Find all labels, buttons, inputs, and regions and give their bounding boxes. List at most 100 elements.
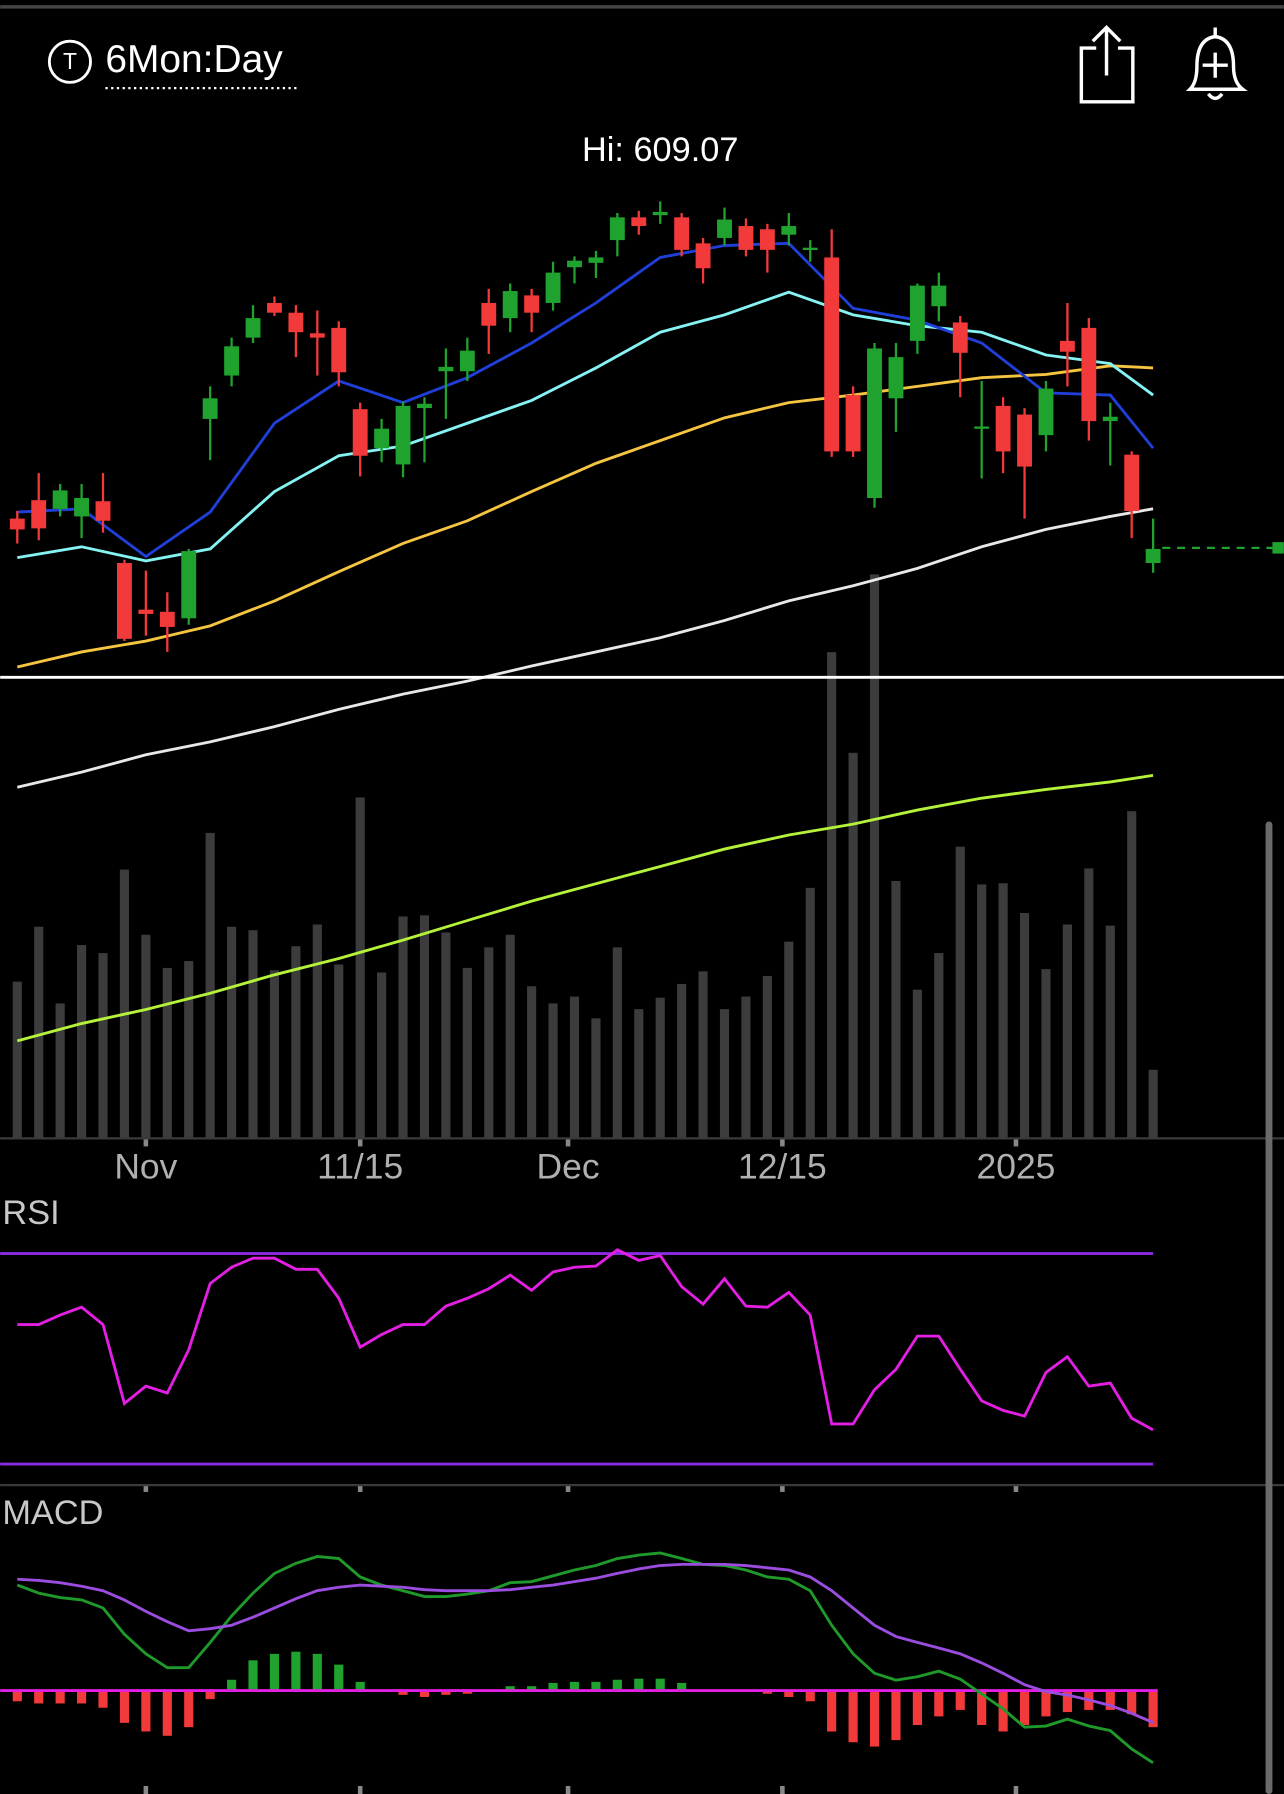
candle-body bbox=[395, 405, 411, 465]
candle-body bbox=[74, 498, 90, 517]
macd-histogram-bar bbox=[827, 1690, 837, 1732]
candle-body bbox=[931, 285, 947, 307]
macd-histogram-bar bbox=[805, 1690, 815, 1702]
macd-histogram-bar bbox=[762, 1690, 772, 1694]
timeframe-label: 6Mon:Day bbox=[105, 38, 283, 81]
volume-bar bbox=[591, 1018, 601, 1139]
timeframe-button[interactable]: T 6Mon:Day bbox=[47, 38, 300, 90]
volume-bar bbox=[548, 1003, 558, 1139]
volume-bar bbox=[784, 941, 794, 1139]
macd-histogram-bar bbox=[569, 1681, 580, 1691]
bell-clapper bbox=[1206, 27, 1224, 101]
macd-line bbox=[16, 1551, 1154, 1764]
volume-bar bbox=[762, 975, 772, 1139]
rsi-line bbox=[17, 1248, 1154, 1432]
macd-histogram-bar bbox=[1019, 1690, 1030, 1726]
rsi-title: RSI bbox=[2, 1194, 59, 1232]
volume-bar bbox=[355, 797, 365, 1139]
volume-bar bbox=[184, 961, 194, 1139]
volume-bar bbox=[34, 926, 44, 1139]
macd-histogram-bar bbox=[119, 1690, 130, 1723]
candle-body bbox=[417, 403, 432, 409]
candle-body bbox=[995, 405, 1011, 452]
candle-body bbox=[781, 226, 797, 235]
volume-bar bbox=[655, 997, 665, 1139]
share-button[interactable] bbox=[1079, 25, 1135, 104]
volume-bar bbox=[505, 934, 515, 1139]
macd-histogram-bar bbox=[441, 1690, 451, 1695]
scrollbar[interactable] bbox=[1265, 821, 1273, 1794]
macd-histogram-bar bbox=[184, 1690, 194, 1728]
volume-bar bbox=[634, 1009, 644, 1139]
candle-body bbox=[331, 327, 347, 373]
candle-body bbox=[545, 272, 561, 303]
macd-histogram-bar bbox=[548, 1682, 558, 1691]
ticker-icon-letter: T bbox=[63, 48, 77, 74]
candle-body bbox=[524, 295, 540, 313]
x-tick-label: 12/15 bbox=[738, 1147, 827, 1187]
candle-body bbox=[1145, 548, 1161, 564]
candle-body bbox=[117, 563, 132, 639]
candle-body bbox=[31, 500, 47, 529]
candle-body bbox=[845, 395, 861, 452]
candle-body bbox=[888, 357, 904, 399]
volume-bar bbox=[977, 884, 987, 1139]
candle-body bbox=[502, 291, 518, 319]
macd-histogram-bar bbox=[505, 1686, 515, 1691]
volume-bar bbox=[269, 970, 280, 1139]
volume-bar bbox=[741, 996, 751, 1139]
macd-histogram-bar bbox=[1105, 1690, 1115, 1710]
volume-bar bbox=[119, 869, 130, 1139]
candle-body bbox=[609, 217, 625, 241]
volume-bar bbox=[1062, 924, 1072, 1139]
macd-histogram-bar bbox=[12, 1690, 22, 1702]
volume-bar bbox=[377, 972, 387, 1139]
volume-bar bbox=[98, 953, 108, 1139]
macd-histogram-bar bbox=[1041, 1690, 1051, 1717]
moving-average-line bbox=[16, 364, 1154, 669]
candle-body bbox=[245, 318, 261, 338]
candle-body bbox=[1081, 327, 1097, 422]
volume-bar bbox=[162, 967, 172, 1139]
macd-histogram-bar bbox=[527, 1686, 537, 1691]
moving-average-line bbox=[16, 773, 1154, 1043]
candle-body bbox=[802, 247, 818, 250]
volume-bar bbox=[77, 945, 87, 1139]
macd-histogram-bar bbox=[591, 1681, 601, 1691]
moving-average-line bbox=[17, 241, 1155, 559]
candle-body bbox=[267, 302, 282, 313]
candle-body bbox=[159, 611, 175, 627]
macd-histogram-bar bbox=[291, 1651, 301, 1691]
volume-bar bbox=[955, 846, 965, 1139]
volume-bar bbox=[398, 916, 408, 1139]
ticker-icon bbox=[47, 39, 92, 84]
macd-histogram-bar bbox=[312, 1653, 322, 1691]
candle-body bbox=[309, 333, 325, 338]
candle-body bbox=[674, 217, 690, 250]
volume-bar bbox=[312, 924, 322, 1139]
volume-bar bbox=[12, 981, 22, 1139]
moving-average-line bbox=[16, 507, 1154, 789]
volume-bar bbox=[55, 1003, 65, 1139]
alert-button[interactable] bbox=[1185, 27, 1248, 101]
volume-bar bbox=[1148, 1069, 1158, 1139]
volume-bar bbox=[141, 934, 151, 1139]
macd-histogram-bar bbox=[205, 1690, 215, 1700]
macd-histogram-bar bbox=[269, 1653, 280, 1691]
macd-histogram-bar bbox=[55, 1690, 65, 1704]
candle-body bbox=[181, 551, 197, 619]
volume-bar bbox=[462, 967, 472, 1139]
macd-histogram-bar bbox=[655, 1678, 665, 1691]
candle-body bbox=[1102, 416, 1118, 422]
volume-bar bbox=[569, 996, 580, 1139]
candle-body bbox=[824, 257, 840, 452]
candle-body bbox=[202, 398, 218, 419]
candle-body bbox=[952, 322, 968, 353]
macd-histogram-bar bbox=[355, 1681, 365, 1691]
bell-plus bbox=[1202, 52, 1228, 78]
macd-histogram-bar bbox=[848, 1690, 858, 1743]
x-tick-label: Nov bbox=[114, 1147, 177, 1187]
x-tick-label: 11/15 bbox=[317, 1147, 403, 1187]
